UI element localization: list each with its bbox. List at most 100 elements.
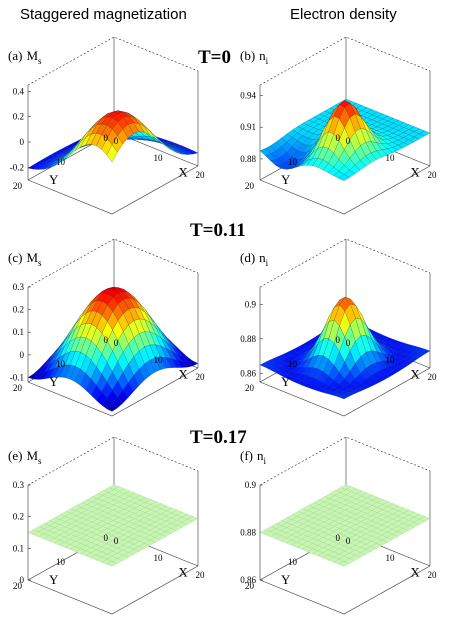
panel-d-letter: (d): [240, 250, 255, 265]
panel-e-ytick: 10: [56, 557, 66, 567]
panel-f-ztick: 0.88: [240, 528, 256, 538]
panel-a-ytick: 10: [56, 157, 66, 167]
panel-e-xtick: 0: [114, 536, 119, 546]
panel-a-label: (a) Ms: [8, 48, 42, 66]
panel-f-letter: (f): [240, 448, 253, 463]
panel-e-ztick: 0.2: [13, 512, 24, 522]
panel-f-ztick: 0.86: [240, 575, 256, 585]
panel-a-ztick: 0: [20, 137, 25, 147]
panel-b-ylabel: Y: [281, 172, 291, 187]
panel-c-ytick: 20: [13, 383, 23, 393]
panel-f-surface: 0.9 0.88 0.86 0 10 20 20 10 0 X Y (f) ni: [240, 436, 438, 615]
panel-c-xtick: 20: [196, 372, 206, 382]
panel-d-quantity: n: [259, 250, 266, 265]
panel-a-xtick: 20: [196, 170, 206, 180]
panel-c-ztick: 0.1: [13, 327, 24, 337]
panel-f-xtick: 0: [346, 536, 351, 546]
panel-d-subscript: i: [266, 258, 269, 268]
panel-f-ytick: 20: [245, 581, 255, 591]
panel-b-ztick: 0.88: [240, 154, 256, 164]
panel-d-ztick: 0.88: [240, 334, 256, 344]
panel-d-xtick: 10: [386, 355, 396, 365]
panel-b-ztick: 0.91: [240, 122, 256, 132]
panel-f-ztick: 0.9: [245, 480, 257, 490]
temperature-label-t017: T=0.17: [190, 427, 247, 448]
panel-e-ylabel: Y: [49, 572, 59, 587]
panel-d-label: (d) ni: [240, 250, 269, 268]
panel-b-surface: 0.94 0.91 0.88 0 10 20 20 10 0 X Y (b) ni: [240, 36, 438, 215]
panel-b-xtick: 20: [428, 170, 438, 180]
panel-b-xtick: 0: [346, 136, 351, 146]
panel-c-surface: 0.3 0.2 0.1 0 -0.1 0 10 20 20 10 0 X Y (c) Ms: [8, 238, 206, 417]
panel-b-quantity: n: [259, 48, 266, 63]
panel-c-quantity: M: [26, 250, 38, 265]
panel-f-xtick: 20: [428, 570, 438, 580]
panel-f-subscript: i: [264, 456, 267, 466]
panel-a-surface: 0.4 0.2 0 -0.2 0 10 20 20 10 0 X Y (a) Ms: [8, 36, 206, 215]
panel-f-xtick: 10: [386, 553, 396, 563]
panel-e-ytick: 0: [104, 533, 109, 543]
panel-c-ztick: 0.2: [13, 305, 24, 315]
panel-f-ytick: 10: [288, 557, 298, 567]
panel-d-xtick: 0: [346, 338, 351, 348]
panel-c-ylabel: Y: [49, 374, 59, 389]
panel-c-ztick: 0: [20, 350, 25, 360]
panel-a-quantity: M: [26, 48, 38, 63]
panel-b-ztick: 0.94: [240, 91, 256, 101]
panel-f-surface-patch: [338, 561, 350, 567]
panel-d-ytick: 10: [288, 359, 298, 369]
panel-e-ytick: 20: [13, 581, 23, 591]
panel-e-label: (e) Ms: [8, 448, 42, 466]
panel-e-quantity: M: [26, 448, 38, 463]
panel-e-ztick: 0: [20, 575, 25, 585]
panel-c-letter: (c): [8, 250, 22, 265]
panel-d-xlabel: X: [410, 366, 420, 381]
panel-b-xtick: 10: [386, 153, 396, 163]
panel-d-ytick: 20: [245, 383, 255, 393]
panel-e-ztick: 0.1: [13, 543, 24, 553]
column-title-left: Staggered magnetization: [20, 6, 187, 23]
panel-e-xtick: 20: [196, 570, 206, 580]
panel-a-xlabel: X: [178, 164, 188, 179]
panel-b-ytick: 20: [245, 181, 255, 191]
panel-c-xlabel: X: [178, 366, 188, 381]
panel-e-surface-patch: [106, 561, 118, 567]
panel-a-ztick: 0.4: [13, 86, 25, 96]
panel-c-ztick: 0.3: [13, 282, 25, 292]
panel-c-surface-patch: [106, 403, 118, 412]
panel-d-surface: 0.9 0.88 0.86 0 10 20 20 10 0 X Y (d) ni: [240, 238, 438, 417]
panel-a-surface-mesh: [27, 110, 199, 170]
panel-e-xlabel: X: [178, 564, 188, 579]
panel-f-xlabel: X: [410, 564, 420, 579]
panel-f-ytick: 0: [336, 533, 341, 543]
panel-b-letter: (b): [240, 48, 255, 63]
panel-e-surface-mesh: [27, 484, 199, 567]
panel-a-ztick: 0.2: [13, 112, 24, 122]
panel-d-surface-patch: [338, 394, 350, 400]
panel-b-ytick: 10: [288, 157, 298, 167]
panel-d-xtick: 20: [428, 372, 438, 382]
panel-c-label: (c) Ms: [8, 250, 42, 268]
panel-a-letter: (a): [8, 48, 22, 63]
panel-c-ytick: 10: [56, 359, 66, 369]
panel-e-xtick: 10: [154, 553, 164, 563]
column-title-right: Electron density: [290, 6, 397, 23]
panel-a-ytick: 0: [104, 133, 109, 143]
panel-a-ztick: -0.2: [10, 162, 24, 172]
panel-d-ytick: 0: [336, 335, 341, 345]
panel-b-label: (b) ni: [240, 48, 269, 66]
panel-a-surface-patch: [106, 144, 118, 163]
panel-c-xtick: 0: [114, 338, 119, 348]
panel-b-xlabel: X: [410, 164, 420, 179]
panel-a-subscript: s: [38, 56, 42, 66]
temperature-label-t0: T=0: [198, 47, 231, 68]
panel-f-surface-mesh: [259, 484, 431, 567]
panel-a-xtick: 0: [114, 136, 119, 146]
panel-a-ytick: 20: [13, 181, 23, 191]
panel-c-ztick: -0.1: [10, 372, 24, 382]
panel-e-subscript: s: [38, 456, 42, 466]
panel-d-ztick: 0.9: [245, 299, 257, 309]
panel-c-ytick: 0: [104, 335, 109, 345]
panel-b-subscript: i: [266, 56, 269, 66]
